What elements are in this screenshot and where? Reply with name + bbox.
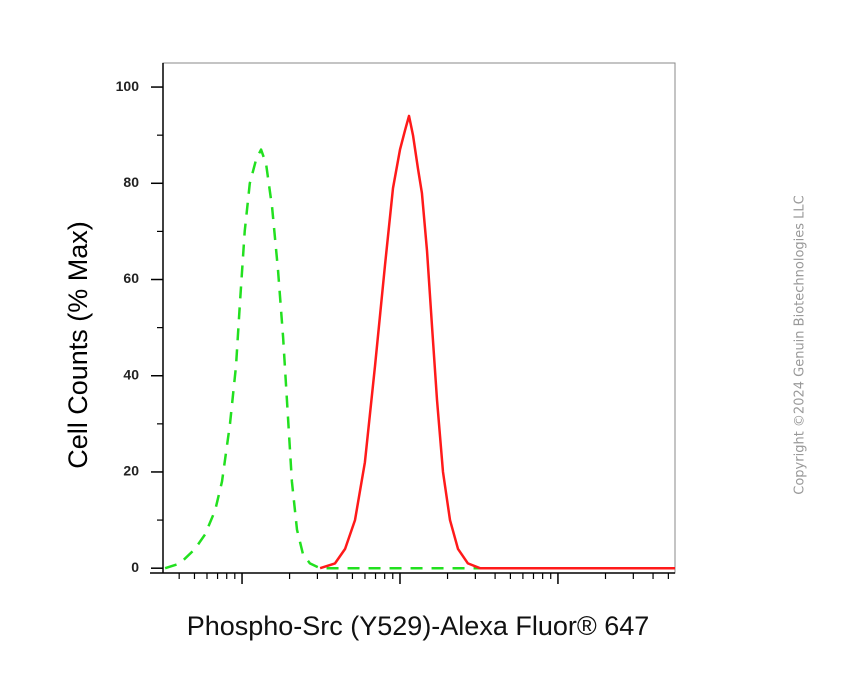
y-tick-label: 60 xyxy=(123,270,139,286)
y-tick-label: 0 xyxy=(131,559,139,575)
y-tick-label: 80 xyxy=(123,174,139,190)
histogram-line xyxy=(164,148,675,570)
y-tick-label: 40 xyxy=(123,366,139,382)
x-axis-label: Phospho-Src (Y529)-Alexa Fluor® 647 xyxy=(187,611,650,641)
histogram-line xyxy=(319,114,675,570)
watermark: Copyright ©2024 Genuin Biotechnologies L… xyxy=(793,195,808,494)
y-axis-label: Cell Counts (% Max) xyxy=(63,221,93,469)
y-tick-label: 20 xyxy=(123,463,139,479)
y-tick-label: 100 xyxy=(116,78,140,94)
